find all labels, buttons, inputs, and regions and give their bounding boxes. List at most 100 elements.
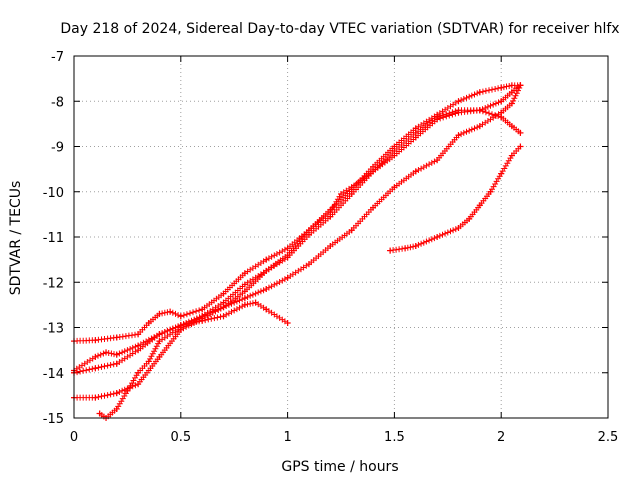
data-point (476, 107, 483, 114)
data-point (263, 256, 270, 263)
data-point (391, 143, 398, 150)
series-6 (387, 143, 524, 254)
x-tick-label: 1 (283, 430, 291, 445)
data-point (466, 215, 473, 222)
data-point (156, 338, 163, 345)
data-point (220, 290, 227, 297)
data-point (517, 129, 524, 136)
data-point (305, 227, 312, 234)
data-point (434, 157, 441, 164)
data-point (92, 394, 99, 401)
data-point (220, 304, 227, 311)
data-point (145, 358, 152, 365)
data-point (220, 313, 227, 320)
data-point (455, 132, 462, 139)
data-point (305, 261, 312, 268)
x-tick-label: 0.5 (170, 430, 191, 445)
data-point (135, 331, 142, 338)
data-point (284, 252, 291, 259)
data-point (92, 353, 99, 360)
data-point (113, 390, 120, 397)
chart-title: Day 218 of 2024, Sidereal Day-to-day VTE… (60, 21, 619, 37)
y-tick-label: -10 (43, 186, 64, 201)
data-point (135, 347, 142, 354)
data-point (113, 351, 120, 358)
y-axis-label: SDTVAR / TECUs (8, 181, 24, 296)
data-point (177, 313, 184, 320)
y-tick-label: -8 (51, 95, 64, 110)
x-tick-label: 1.5 (384, 430, 405, 445)
data-point (92, 337, 99, 344)
data-point (487, 188, 494, 195)
data-point (156, 310, 163, 317)
data-point (156, 353, 163, 360)
x-tick-label: 0 (70, 430, 78, 445)
data-point (135, 369, 142, 376)
data-point (476, 89, 483, 96)
data-point (476, 202, 483, 209)
data-point (498, 109, 505, 116)
data-point (476, 123, 483, 130)
data-point (113, 360, 120, 367)
data-point (156, 331, 163, 338)
data-point (284, 319, 291, 326)
data-point (455, 109, 462, 116)
data-point (508, 82, 515, 89)
data-point (348, 186, 355, 193)
data-point (387, 247, 394, 254)
data-point (455, 98, 462, 105)
y-tick-label: -15 (43, 412, 64, 427)
data-point (391, 152, 398, 159)
data-point (113, 405, 120, 412)
data-point (241, 281, 248, 288)
data-point (391, 184, 398, 191)
data-point (327, 243, 334, 250)
data-point (199, 313, 206, 320)
data-point (498, 170, 505, 177)
data-point (370, 163, 377, 170)
data-point (327, 213, 334, 220)
data-point (92, 365, 99, 372)
data-point (498, 84, 505, 91)
data-point (241, 270, 248, 277)
data-point (135, 381, 142, 388)
data-point (103, 349, 110, 356)
data-point (124, 387, 131, 394)
y-tick-label: -12 (43, 276, 64, 291)
data-point (508, 123, 515, 130)
data-point (402, 245, 409, 252)
data-point (327, 206, 334, 213)
data-point (199, 306, 206, 313)
data-point (517, 143, 524, 150)
data-point (252, 299, 259, 306)
data-point (434, 234, 441, 240)
data-point (177, 324, 184, 331)
x-axis-label: GPS time / hours (281, 459, 398, 475)
data-point (263, 306, 270, 313)
data-point (145, 319, 152, 326)
data-point (263, 286, 270, 293)
y-tick-label: -11 (43, 231, 64, 246)
data-point (370, 204, 377, 211)
data-point (348, 227, 355, 234)
data-point (455, 224, 462, 231)
data-point (517, 82, 524, 89)
data-point (412, 168, 419, 175)
data-point (508, 100, 515, 107)
plot-frame (73, 55, 609, 419)
data-point (284, 245, 291, 252)
data-point (412, 125, 419, 132)
data-point (167, 308, 174, 315)
data-point (498, 98, 505, 105)
data-point (96, 410, 103, 417)
y-tick-label: -14 (43, 367, 64, 382)
data-point (284, 274, 291, 281)
y-tick-label: -13 (43, 322, 64, 337)
data-point (508, 89, 515, 96)
data-point (434, 111, 441, 118)
data-point (241, 288, 248, 295)
y-tick-label: -7 (51, 50, 64, 65)
x-tick-label: 2.5 (598, 430, 619, 445)
